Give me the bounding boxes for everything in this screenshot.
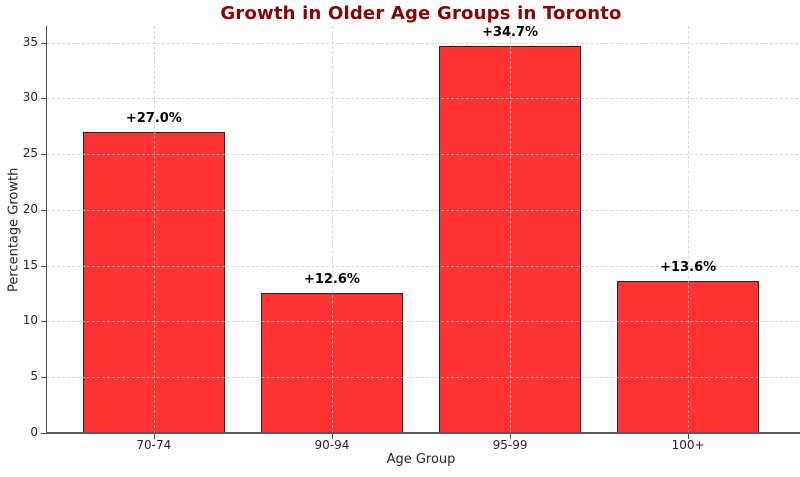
gridline-x-95-99 xyxy=(510,26,512,433)
gridline-y-10 xyxy=(47,321,798,323)
y-tick-label-20: 20 xyxy=(22,201,38,216)
x-tick-label-90-94: 90-94 xyxy=(314,438,350,452)
y-tick-10 xyxy=(41,321,47,323)
x-tick-90-94 xyxy=(331,433,333,439)
gridline-y-25 xyxy=(47,154,798,156)
y-tick-label-15: 15 xyxy=(22,257,38,272)
bottom-spine xyxy=(45,432,800,434)
gridline-y-5 xyxy=(47,377,798,379)
y-tick-label-0: 0 xyxy=(30,425,38,439)
bar-value-label-70-74: +27.0% xyxy=(125,110,182,126)
bar-95-99 xyxy=(438,46,582,433)
bar-value-label-90-94: +12.6% xyxy=(303,271,360,287)
y-tick-30 xyxy=(41,98,47,100)
x-tick-label-100+: 100+ xyxy=(671,438,705,452)
left-spine xyxy=(45,26,47,434)
y-tick-label-35: 35 xyxy=(22,34,38,49)
bar-100+ xyxy=(616,281,760,433)
gridline-x-100+ xyxy=(688,26,690,433)
gridline-x-70-74 xyxy=(153,26,155,433)
x-tick-label-70-74: 70-74 xyxy=(136,438,172,452)
x-tick-label-95-99: 95-99 xyxy=(492,438,528,452)
gridline-y-30 xyxy=(47,98,798,100)
gridline-y-15 xyxy=(47,265,798,267)
y-tick-label-25: 25 xyxy=(22,146,38,161)
chart-title: Growth in Older Age Groups in Toronto xyxy=(220,3,622,24)
gridline-y-20 xyxy=(47,209,798,211)
y-tick-35 xyxy=(41,42,47,44)
gridline-y-35 xyxy=(47,42,798,44)
x-tick-95-99 xyxy=(510,433,512,439)
y-tick-15 xyxy=(41,265,47,267)
y-tick-5 xyxy=(41,377,47,379)
y-tick-20 xyxy=(41,209,47,211)
bar-value-label-95-99: +34.7% xyxy=(482,25,539,41)
y-tick-label-10: 10 xyxy=(22,313,38,328)
y-tick-label-30: 30 xyxy=(22,90,38,105)
gridline-x-90-94 xyxy=(331,26,333,433)
x-tick-100+ xyxy=(688,433,690,439)
x-tick-70-74 xyxy=(153,433,155,439)
y-tick-25 xyxy=(41,154,47,156)
y-tick-label-5: 5 xyxy=(30,369,38,384)
bar-value-label-100+: +13.6% xyxy=(660,260,717,276)
x-axis-label: Age Group xyxy=(386,452,456,467)
y-tick-0 xyxy=(41,433,47,434)
